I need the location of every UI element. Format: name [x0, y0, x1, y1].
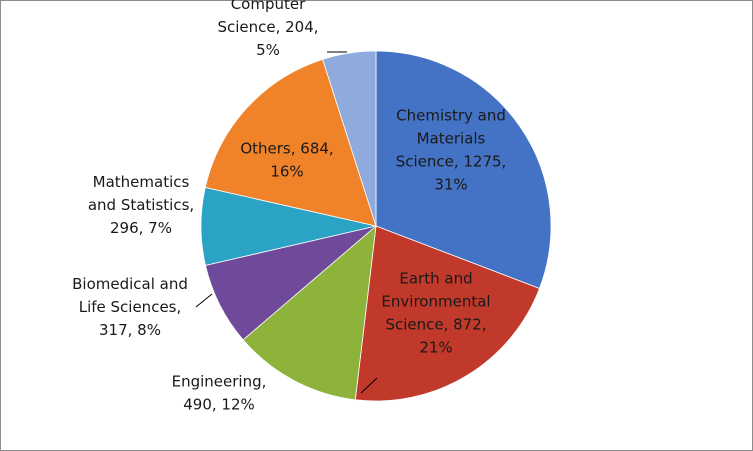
- data-label-line: Biomedical and: [72, 275, 188, 293]
- data-label-line: 16%: [270, 163, 303, 181]
- data-label-line: Environmental: [381, 293, 490, 311]
- data-label-line: 490, 12%: [183, 396, 255, 414]
- leader-line: [360, 377, 378, 394]
- pie-slice-computer-science: [322, 50, 377, 227]
- data-label-line: Others, 684,: [240, 140, 333, 158]
- slice-labels: Chemistry and Materials Science, 1275, 31% E…: [72, 0, 506, 414]
- pie-slice-others: [204, 58, 377, 227]
- pie-slices: [200, 50, 552, 402]
- leader-line: [195, 293, 213, 308]
- data-label-line: 31%: [434, 176, 467, 194]
- pie-slice-earth-and-environmental-science: [354, 225, 540, 402]
- data-label-engineering: Engineering, 490, 12%: [172, 373, 267, 414]
- data-label-line: 317, 8%: [99, 321, 161, 339]
- data-label-line: Materials: [417, 130, 486, 148]
- data-label-line: Engineering,: [172, 373, 267, 391]
- pie-slice-engineering: [242, 225, 377, 401]
- data-label-computer-science: Computer Science, 204, 5%: [217, 0, 318, 59]
- data-label-line: 296, 7%: [110, 219, 172, 237]
- data-label-line: 5%: [256, 41, 280, 59]
- data-label-line: Science, 204,: [217, 18, 318, 36]
- data-label-biomedical-and-life-sciences: Biomedical and Life Sciences, 317, 8%: [72, 275, 188, 339]
- data-label-mathematics-and-statistics: Mathematics and Statistics, 296, 7%: [88, 173, 194, 237]
- data-label-line: Science, 872,: [385, 316, 486, 334]
- data-label-line: Science, 1275,: [396, 153, 507, 171]
- data-label-line: Life Sciences,: [79, 298, 182, 316]
- data-label-line: Mathematics: [93, 173, 190, 191]
- data-label-others: Others, 684, 16%: [240, 140, 333, 181]
- data-label-line: Chemistry and: [396, 107, 506, 125]
- data-label-chemistry-and-materials-science: Chemistry and Materials Science, 1275, 31%: [396, 107, 507, 194]
- pie-slice-chemistry-and-materials-science: [375, 50, 552, 290]
- data-label-line: and Statistics,: [88, 196, 194, 214]
- data-label-line: Computer: [231, 0, 306, 13]
- data-label-line: Earth and: [399, 270, 472, 288]
- data-label-earth-and-environmental-science: Earth and Environmental Science, 872, 21%: [381, 270, 490, 357]
- leader-lines: [195, 51, 378, 394]
- data-label-line: 21%: [419, 339, 452, 357]
